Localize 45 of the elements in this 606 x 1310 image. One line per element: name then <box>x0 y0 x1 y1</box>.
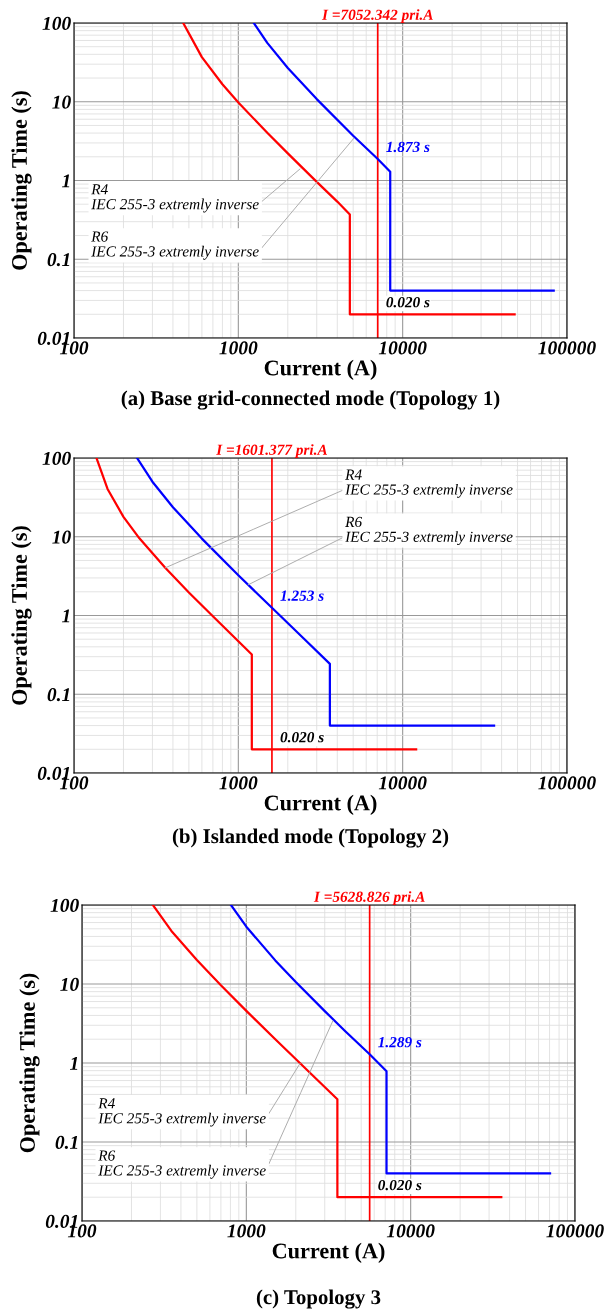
y-tick-label: 10 <box>52 530 71 544</box>
y-tick-label: 10 <box>52 95 71 109</box>
text: (c) Topology 3 <box>256 1289 381 1309</box>
y-tick-label: 100 <box>50 898 79 912</box>
y-tick-label: 0.1 <box>55 1135 78 1150</box>
annotation: 0.020 s <box>280 732 324 743</box>
text: (a) Base grid-connected mode (Topology 1) <box>121 390 500 410</box>
x-axis-title: Current (A) <box>272 1242 385 1263</box>
y-axis-title: Operating Time (s) <box>11 91 32 270</box>
x-tick-label: 1000 <box>219 776 258 790</box>
y-tick-label: 100 <box>42 451 71 465</box>
annotation: 0.020 s <box>386 297 430 308</box>
text: (b) Islanded mode (Topology 2) <box>172 828 449 848</box>
annotation: R4 IEC 255-3 extremly inverse <box>345 469 513 498</box>
y-tick-label: 1 <box>61 609 70 623</box>
y-axis-title: Operating Time (s) <box>19 973 40 1153</box>
x-axis-title: Current (A) <box>264 794 377 815</box>
y-tick-label: 1 <box>69 1056 78 1070</box>
x-tick-label: 10000 <box>378 776 427 790</box>
ref-line-label: I =1601.377 pri.A <box>216 444 328 458</box>
x-axis-title: Current (A) <box>264 359 377 380</box>
x-tick-label: 10000 <box>378 341 427 355</box>
x-tick-label: 100000 <box>538 776 596 790</box>
y-tick-label: 0.1 <box>47 253 70 267</box>
annotation: 0.020 s <box>378 1179 422 1191</box>
annotation: R4 IEC 255-3 extremly inverse <box>91 184 259 213</box>
data-label: 1.873 s <box>386 141 430 153</box>
x-tick-label: 1000 <box>219 341 258 355</box>
ref-line-label: I =7052.342 pri.A <box>321 9 433 23</box>
y-tick-label: 1 <box>61 174 70 188</box>
annotation: R6 IEC 255-3 extremly inverse <box>98 1150 266 1179</box>
y-tick-label: 10 <box>60 977 79 991</box>
y-tick-label: 0.1 <box>47 688 70 702</box>
data-label: 1.289 s <box>378 1036 422 1048</box>
x-tick-label: 10000 <box>386 1224 435 1238</box>
annotation: R4 IEC 255-3 extremly inverse <box>98 1098 266 1127</box>
x-tick-label: 1000 <box>227 1224 266 1238</box>
ref-line-label: I =5628.826 pri.A <box>313 891 425 905</box>
y-tick-label: 100 <box>42 16 71 30</box>
x-tick-label: 100000 <box>538 341 596 355</box>
y-axis-title: Operating Time (s) <box>11 526 32 705</box>
annotation: R6 IEC 255-3 extremly inverse <box>91 231 259 260</box>
annotation: R6 IEC 255-3 extremly inverse <box>345 516 513 546</box>
x-tick-label: 100000 <box>546 1224 604 1238</box>
data-label: 1.253 s <box>280 590 324 601</box>
